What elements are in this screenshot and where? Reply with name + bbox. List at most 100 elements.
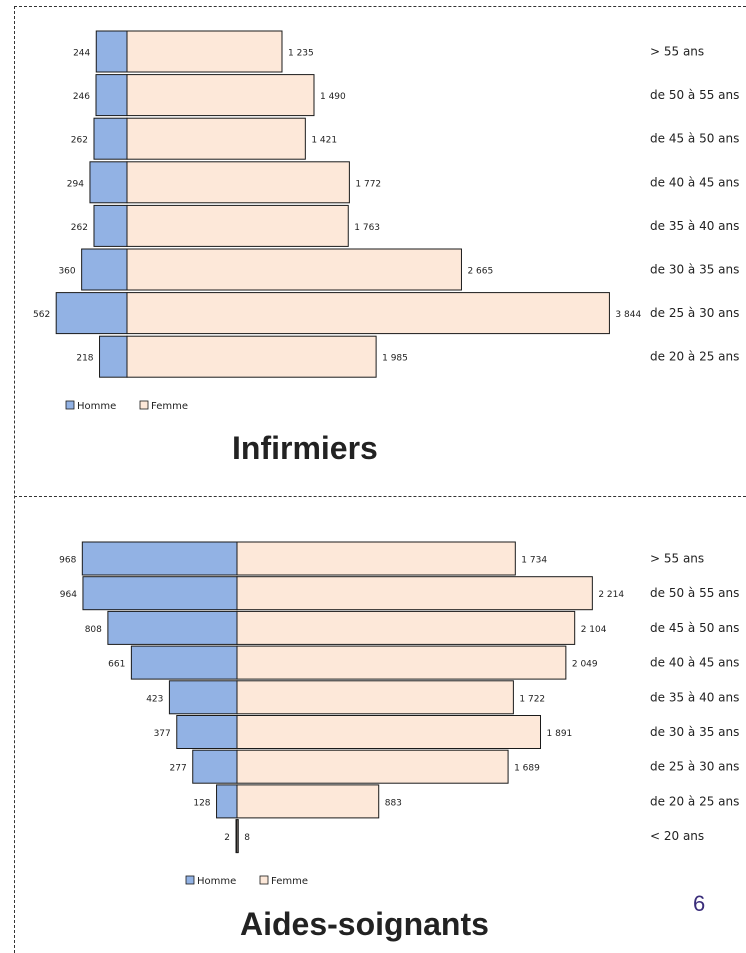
as-femme-bar (237, 542, 515, 575)
inf-femme-value-label: 2 665 (467, 267, 493, 277)
inf-femme-value-label: 1 490 (320, 92, 346, 102)
inf-homme-bar (56, 293, 127, 334)
inf-legend-homme-label: Homme (77, 401, 116, 412)
as-femme-bar (237, 785, 379, 818)
as-homme-bar (83, 577, 237, 610)
inf-femme-value-label: 1 235 (288, 49, 314, 59)
infirmiers-title: Infirmiers (232, 430, 378, 467)
as-femme-value-label: 2 049 (572, 660, 598, 670)
inf-homme-value-label: 562 (33, 310, 50, 320)
as-homme-value-label: 377 (154, 729, 171, 739)
inf-homme-bar (94, 205, 127, 246)
inf-category-label: de 50 à 55 ans (650, 88, 739, 102)
as-category-label: de 30 à 35 ans (650, 725, 739, 739)
inf-femme-value-label: 1 763 (354, 223, 380, 233)
inf-femme-value-label: 3 844 (615, 310, 641, 320)
as-femme-value-label: 8 (244, 833, 250, 843)
inf-category-label: > 55 ans (650, 45, 704, 59)
inf-homme-value-label: 294 (67, 179, 84, 189)
inf-femme-bar (127, 249, 461, 290)
as-category-label: de 20 à 25 ans (650, 794, 739, 808)
as-legend-homme-swatch (186, 876, 194, 884)
as-category-label: < 20 ans (650, 829, 704, 843)
inf-category-label: de 30 à 35 ans (650, 263, 739, 277)
as-femme-bar (237, 577, 592, 610)
as-category-label: de 40 à 45 ans (650, 656, 739, 670)
as-homme-bar (217, 785, 237, 818)
as-homme-bar (169, 681, 237, 714)
as-femme-value-label: 1 891 (547, 729, 573, 739)
inf-femme-value-label: 1 772 (355, 179, 381, 189)
inf-femme-bar (127, 293, 609, 334)
inf-femme-bar (127, 75, 314, 116)
as-category-label: de 25 à 30 ans (650, 760, 739, 774)
as-femme-value-label: 883 (385, 798, 402, 808)
inf-category-label: de 20 à 25 ans (650, 350, 739, 364)
as-homme-value-label: 808 (85, 625, 102, 635)
inf-homme-value-label: 246 (73, 92, 90, 102)
inf-category-label: de 40 à 45 ans (650, 175, 739, 189)
inf-homme-value-label: 244 (73, 49, 90, 59)
as-homme-value-label: 423 (146, 694, 163, 704)
inf-femme-value-label: 1 985 (382, 354, 408, 364)
as-femme-value-label: 2 214 (598, 590, 624, 600)
inf-femme-bar (127, 31, 282, 72)
as-category-label: de 50 à 55 ans (650, 586, 739, 600)
inf-femme-value-label: 1 421 (311, 136, 337, 146)
page-number: 6 (693, 891, 705, 917)
as-femme-value-label: 1 689 (514, 764, 540, 774)
as-homme-value-label: 277 (170, 764, 187, 774)
inf-homme-bar (82, 249, 127, 290)
as-femme-value-label: 1 722 (519, 694, 545, 704)
inf-legend-femme-label: Femme (151, 401, 188, 412)
inf-femme-bar (127, 118, 305, 159)
inf-homme-value-label: 262 (71, 136, 88, 146)
as-femme-bar (237, 646, 566, 679)
as-femme-value-label: 2 104 (581, 625, 607, 635)
inf-homme-bar (96, 75, 127, 116)
as-homme-bar (82, 542, 237, 575)
as-legend-homme-label: Homme (197, 876, 236, 887)
aides-soignants-title: Aides-soignants (240, 906, 489, 943)
aides-soignants-panel: 968 1 734 > 55 ans 964 2 214 de 50 à 55 ans 80… (0, 500, 746, 953)
as-homme-value-label: 128 (193, 798, 210, 808)
inf-category-label: de 35 à 40 ans (650, 219, 739, 233)
as-homme-bar (177, 716, 237, 749)
inf-homme-value-label: 218 (76, 354, 93, 364)
as-legend-femme-label: Femme (271, 876, 308, 887)
inf-legend-homme-swatch (66, 401, 74, 409)
inf-legend-femme-swatch (140, 401, 148, 409)
inf-category-label: de 25 à 30 ans (650, 306, 739, 320)
as-femme-bar (237, 716, 541, 749)
inf-category-label: de 45 à 50 ans (650, 132, 739, 146)
separator-dashed-line (14, 496, 746, 497)
as-homme-value-label: 968 (59, 556, 76, 566)
as-homme-value-label: 661 (108, 660, 125, 670)
inf-femme-bar (127, 162, 349, 203)
as-legend-femme-swatch (260, 876, 268, 884)
inf-femme-bar (127, 205, 348, 246)
as-category-label: de 35 à 40 ans (650, 690, 739, 704)
inf-femme-bar (127, 336, 376, 377)
as-femme-value-label: 1 734 (521, 556, 547, 566)
as-femme-bar (237, 681, 513, 714)
as-femme-bar (237, 750, 508, 783)
as-homme-bar (131, 646, 237, 679)
as-femme-bar (237, 611, 575, 644)
infirmiers-pyramid-chart: 244 1 235 > 55 ans 246 1 490 de 50 à 55 ans 26… (0, 0, 746, 470)
as-category-label: de 45 à 50 ans (650, 621, 739, 635)
inf-homme-bar (96, 31, 127, 72)
inf-homme-value-label: 360 (58, 267, 75, 277)
as-homme-value-label: 964 (60, 590, 77, 600)
as-homme-value-label: 2 (224, 833, 230, 843)
inf-homme-bar (94, 118, 127, 159)
as-category-label: > 55 ans (650, 552, 704, 566)
as-femme-bar (237, 820, 238, 853)
as-homme-bar (193, 750, 237, 783)
as-homme-bar (108, 611, 237, 644)
inf-homme-bar (90, 162, 127, 203)
inf-homme-bar (100, 336, 127, 377)
aides-soignants-pyramid-chart: 968 1 734 > 55 ans 964 2 214 de 50 à 55 ans 80… (0, 500, 746, 953)
infirmiers-panel: 244 1 235 > 55 ans 246 1 490 de 50 à 55 ans 26… (0, 0, 746, 470)
inf-homme-value-label: 262 (71, 223, 88, 233)
